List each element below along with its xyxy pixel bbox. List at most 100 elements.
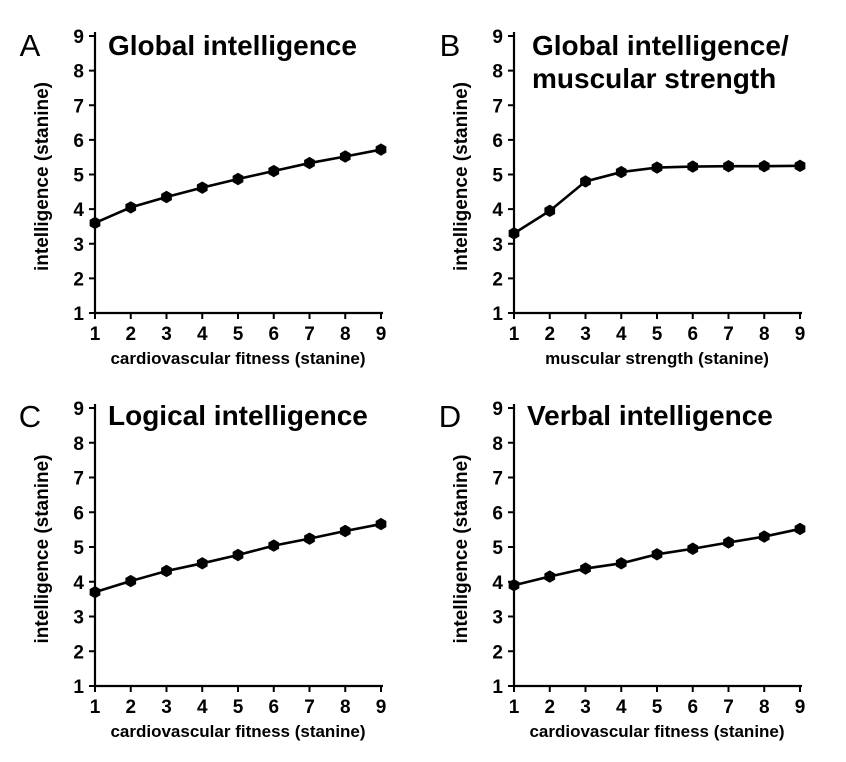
x-tick-label: 5 [233, 324, 244, 345]
series-line [513, 164, 801, 235]
y-tick-label: 4 [73, 200, 84, 221]
panel-title: Global intelligence/ [532, 30, 789, 61]
data-point [580, 562, 591, 575]
y-tick-label: 2 [73, 642, 84, 663]
x-tick-label: 7 [723, 697, 734, 718]
y-tick-label: 8 [492, 62, 503, 83]
x-tick-label: 7 [723, 324, 734, 345]
x-tick-label: 7 [304, 324, 315, 345]
data-point [508, 579, 520, 592]
x-tick-label: 2 [125, 324, 136, 345]
data-point [651, 161, 663, 174]
data-point [723, 536, 734, 549]
panel-letter: C [19, 399, 41, 434]
data-point [508, 227, 520, 240]
y-tick-label: 9 [73, 27, 84, 48]
x-tick-label: 4 [616, 324, 627, 345]
x-axis-label: muscular strength (stanine) [545, 349, 769, 368]
data-point [651, 548, 663, 561]
y-tick-label: 5 [492, 166, 503, 187]
x-tick-label: 5 [233, 697, 244, 718]
y-tick-label: 1 [492, 304, 503, 325]
data-point [125, 574, 137, 588]
data-point [615, 165, 627, 179]
y-tick-label: 7 [73, 469, 84, 490]
x-tick-label: 9 [795, 324, 806, 345]
y-tick-label: 4 [492, 573, 503, 594]
x-axis-label: cardiovascular fitness (stanine) [110, 722, 365, 741]
data-point [89, 585, 101, 599]
y-tick-label: 1 [73, 677, 84, 698]
data-point [268, 164, 280, 178]
y-tick-label: 7 [492, 96, 503, 117]
data-point [304, 532, 315, 545]
data-point [758, 530, 770, 543]
panel-letter: B [440, 28, 461, 63]
x-tick-label: 8 [759, 324, 770, 345]
y-tick-label: 8 [492, 434, 503, 455]
data-point [232, 548, 244, 562]
y-tick-label: 6 [492, 131, 503, 152]
y-tick-label: 5 [73, 166, 84, 187]
y-tick-label: 5 [73, 538, 84, 559]
panel-b: B Global intelligence/muscular strength 1 2… [440, 27, 806, 368]
data-point [687, 542, 699, 555]
x-tick-label: 9 [795, 697, 806, 718]
panel-title: Logical intelligence [108, 400, 368, 431]
x-tick-label: 6 [268, 697, 279, 718]
y-tick-label: 8 [73, 434, 84, 455]
panel-title: Verbal intelligence [527, 400, 773, 431]
data-point [375, 143, 387, 156]
data-point [161, 190, 172, 204]
y-tick-label: 7 [492, 469, 503, 490]
panel-letter: A [20, 28, 41, 63]
data-point [196, 181, 208, 194]
data-point [794, 522, 806, 536]
x-tick-label: 2 [544, 697, 555, 718]
panel-d: D Verbal intelligence 1 2 3 4 5 6 7 8 9 1 2 3 4 5 6 7 8 9 ca… [439, 399, 806, 741]
x-tick-label: 3 [580, 697, 591, 718]
data-point [580, 175, 591, 188]
x-axis-label: cardiovascular fitness (stanine) [529, 722, 784, 741]
y-tick-label: 6 [492, 503, 503, 524]
x-tick-label: 4 [197, 697, 208, 718]
y-axis-label: intelligence (stanine) [451, 455, 472, 644]
data-point [687, 160, 699, 173]
y-tick-label: 8 [73, 62, 84, 83]
x-tick-label: 8 [340, 324, 351, 345]
y-tick-label: 2 [492, 642, 503, 663]
panel-a: A Global intelligence 1 2 3 4 5 6 7 8 9 1 2 3 4 5 6 7 8 9 ca… [20, 27, 387, 368]
x-tick-label: 7 [304, 697, 315, 718]
y-tick-label: 3 [492, 608, 503, 629]
y-tick-label: 3 [73, 235, 84, 256]
x-axis-label: cardiovascular fitness (stanine) [110, 349, 365, 368]
y-axis-label: intelligence (stanine) [451, 82, 472, 271]
y-tick-label: 7 [73, 96, 84, 117]
data-point [89, 216, 101, 230]
x-tick-label: 2 [544, 324, 555, 345]
x-tick-label: 1 [509, 697, 520, 718]
data-point [723, 159, 734, 173]
y-tick-label: 4 [73, 573, 84, 594]
y-tick-label: 6 [73, 131, 84, 152]
x-tick-label: 5 [652, 697, 663, 718]
data-point [339, 150, 351, 163]
x-tick-label: 1 [509, 324, 520, 345]
panel-title: muscular strength [532, 63, 776, 94]
y-tick-label: 6 [73, 503, 84, 524]
data-point [232, 172, 244, 186]
x-tick-label: 3 [161, 324, 172, 345]
y-tick-label: 2 [492, 269, 503, 290]
x-tick-label: 3 [580, 324, 591, 345]
data-point [758, 159, 770, 173]
y-tick-label: 3 [492, 235, 503, 256]
x-tick-label: 9 [376, 697, 387, 718]
y-tick-label: 1 [73, 304, 84, 325]
panel-title: Global intelligence [108, 30, 357, 61]
x-tick-label: 3 [161, 697, 172, 718]
data-point [196, 557, 208, 570]
x-tick-label: 9 [376, 324, 387, 345]
data-point [125, 201, 137, 214]
